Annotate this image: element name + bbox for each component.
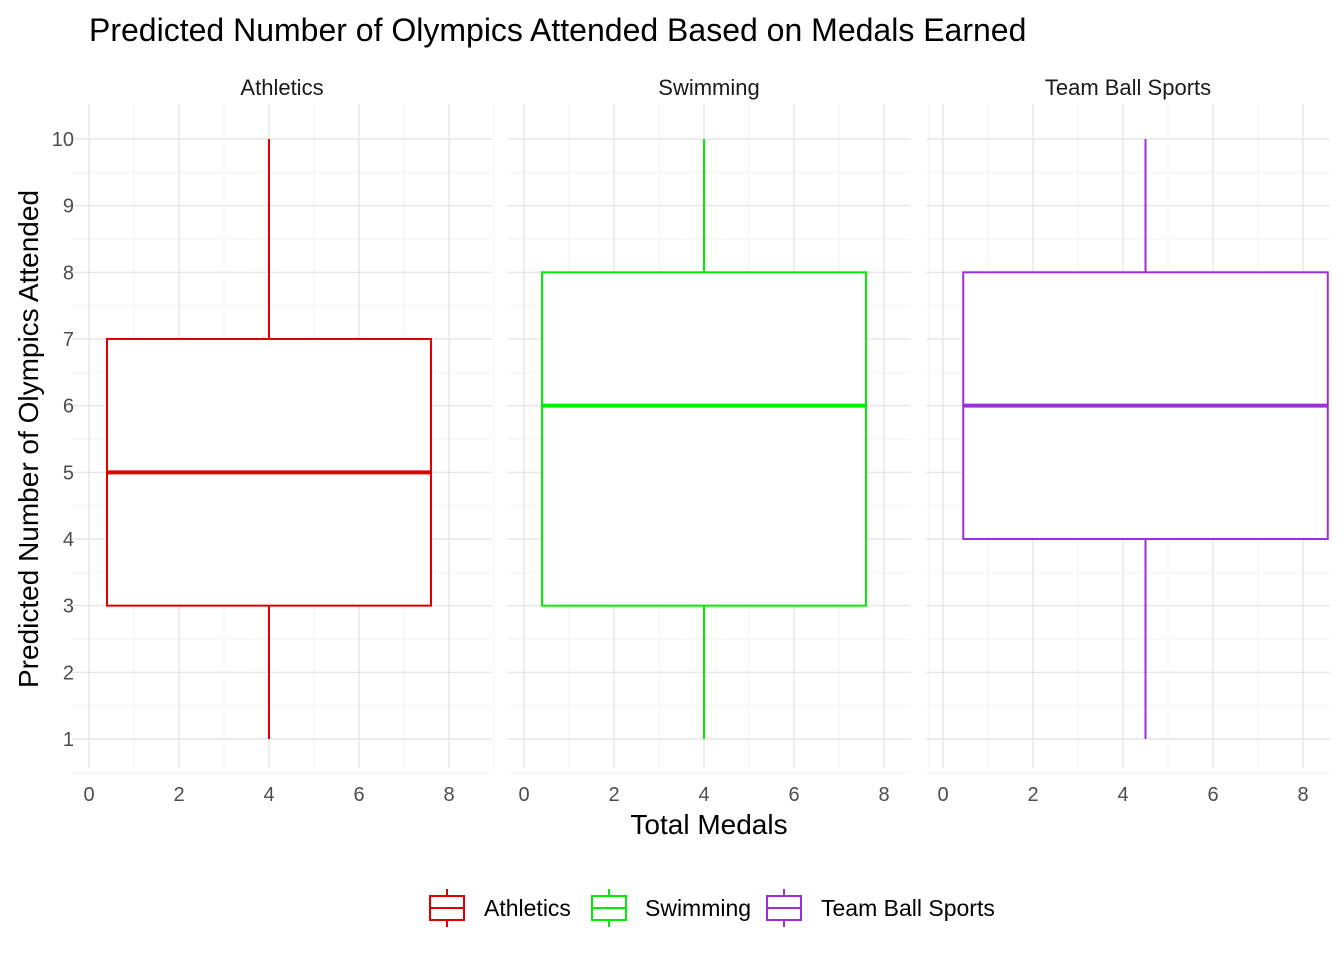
y-axis-title: Predicted Number of Olympics Attended	[13, 190, 44, 688]
x-tick-label: 4	[1117, 784, 1128, 806]
y-tick-label: 1	[63, 729, 74, 751]
facet-panel: Swimming 0 2 4 6 8	[507, 75, 930, 806]
x-tick-label: 8	[443, 784, 454, 806]
chart-title: Predicted Number of Olympics Attended Ba…	[89, 12, 1026, 48]
y-tick-label: 6	[63, 396, 74, 418]
legend: Athletics Swimming Team Ball Sports	[429, 889, 995, 927]
y-tick-label: 4	[63, 529, 74, 551]
y-tick-label: 9	[63, 196, 74, 218]
x-tick-label: 4	[698, 784, 709, 806]
x-tick-label: 2	[173, 784, 184, 806]
x-tick-label: 2	[608, 784, 619, 806]
legend-label: Athletics	[484, 895, 571, 921]
x-tick-label: 6	[1207, 784, 1218, 806]
legend-item: Swimming	[591, 889, 751, 927]
facet-strip-label: Athletics	[240, 75, 323, 100]
x-tick-label: 8	[878, 784, 889, 806]
legend-label: Swimming	[645, 895, 751, 921]
y-tick-label: 5	[63, 462, 74, 484]
x-tick-label: 6	[353, 784, 364, 806]
facet-strip-label: Team Ball Sports	[1045, 75, 1211, 100]
box-iqr	[541, 271, 867, 607]
y-tick-label: 8	[63, 262, 74, 284]
legend-item: Team Ball Sports	[766, 889, 995, 927]
facet-panel: Athletics 0 2 4 6 8 1 2 3 4 5 6 7 8 9 10	[52, 75, 495, 806]
x-tick-label: 2	[1027, 784, 1038, 806]
x-tick-label: 0	[83, 784, 94, 806]
facet-strip-label: Swimming	[658, 75, 759, 100]
x-tick-label: 6	[788, 784, 799, 806]
legend-item: Athletics	[429, 889, 571, 927]
y-tick-label: 3	[63, 596, 74, 618]
y-tick-label: 7	[63, 329, 74, 351]
x-tick-label: 4	[263, 784, 274, 806]
x-axis-title: Total Medals	[630, 809, 787, 840]
y-tick-label: 10	[52, 129, 74, 151]
y-tick-label: 2	[63, 662, 74, 684]
legend-label: Team Ball Sports	[821, 895, 995, 921]
x-tick-label: 0	[937, 784, 948, 806]
facet-panel: Team Ball Sports 0 2 4 6 8	[926, 75, 1330, 806]
x-tick-label: 8	[1297, 784, 1308, 806]
x-tick-label: 0	[518, 784, 529, 806]
